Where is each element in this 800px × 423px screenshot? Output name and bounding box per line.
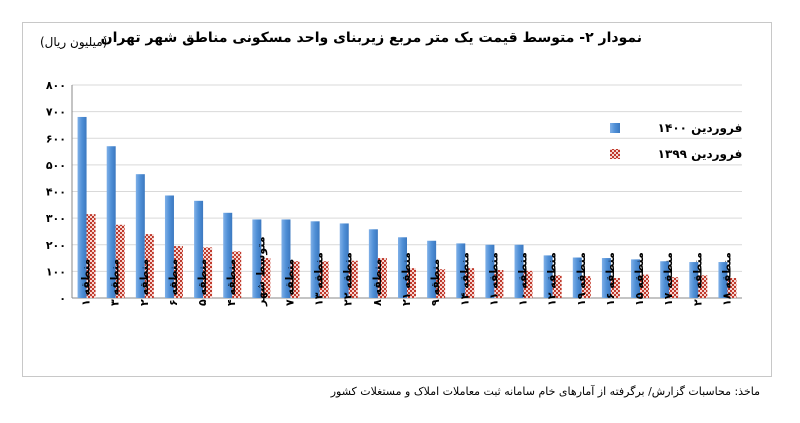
bar-series-1400 [660, 261, 670, 298]
y-tick-label: ۵۰۰ [46, 159, 66, 172]
y-tick-label: ۸۰۰ [46, 79, 66, 92]
bar-series-1399 [290, 261, 300, 298]
bar-series-1400 [543, 255, 553, 298]
x-tick-label: منطقه ۶ [167, 259, 180, 306]
bar-series-1399 [581, 276, 591, 298]
y-tick-label: ۰ [59, 292, 66, 305]
bar-series-1399 [115, 224, 125, 298]
bar-series-1400 [427, 240, 437, 298]
y-tick-label: ۶۰۰ [46, 132, 66, 145]
x-tick-label: منطقه ۱۸ [720, 252, 733, 306]
bar-series-1399 [523, 270, 533, 298]
x-tick-label: منطقه ۱۰ [517, 252, 530, 306]
x-tick-label: منطقه ۲۲ [342, 252, 355, 306]
y-tick-label: ۲۰۰ [46, 239, 66, 252]
x-tick-label: متوسط شهر [254, 236, 267, 307]
bar-series-1400 [485, 244, 495, 298]
x-tick-label: منطقه ۱ [80, 259, 93, 306]
bar-series-1400 [339, 223, 349, 298]
x-tick-label: منطقه ۸ [371, 259, 384, 306]
bar-series-1399 [319, 261, 329, 298]
bar-series-1400 [164, 195, 174, 298]
x-tick-label: منطقه ۱۷ [662, 252, 675, 306]
bar-series-1400 [601, 258, 611, 298]
x-tick-label: منطقه ۱۱ [487, 252, 500, 306]
x-tick-label: منطقه ۱۳ [313, 252, 326, 306]
bar-series-1400 [631, 259, 641, 298]
x-tick-label: منطقه ۲۰ [691, 252, 704, 306]
bar-series-1399 [727, 278, 737, 298]
legend-label-1400: فروردین ۱۴۰۰ [658, 121, 743, 136]
bar-series-1400 [194, 200, 204, 298]
chart-title: نمودار ۲- متوسط قیمت یک متر مربع زیربنای… [100, 30, 642, 46]
x-tick-label: منطقه ۱۲ [546, 252, 559, 306]
y-tick-label: ۱۰۰ [46, 265, 66, 278]
bar-series-1400 [252, 219, 262, 298]
bar-series-1399 [261, 258, 271, 298]
bar-series-1400 [135, 174, 145, 298]
legend-label-1399: فروردین ۱۳۹۹ [658, 147, 743, 162]
bar-series-1400 [514, 244, 524, 298]
bar-series-1399 [173, 246, 183, 298]
bar-series-1400 [223, 212, 233, 298]
bar-series-1400 [572, 257, 582, 298]
bar-series-1399 [669, 277, 679, 298]
chart-frame [22, 22, 772, 377]
bar-series-1400 [456, 243, 466, 298]
bar-series-1399 [407, 268, 416, 298]
x-tick-label: منطقه ۱۴ [458, 252, 471, 306]
bar-series-1400 [718, 262, 728, 298]
bar-series-1399 [610, 278, 620, 298]
bar-series-1399 [203, 247, 213, 298]
bar-series-1399 [465, 268, 475, 298]
x-tick-label: منطقه ۱۵ [633, 252, 646, 306]
x-tick-label: منطقه ۵ [196, 259, 209, 306]
bar-series-1399 [232, 251, 242, 298]
unit-label: (میلیون ریال) [40, 35, 108, 49]
bar-series-1399 [348, 260, 358, 298]
x-tick-label: منطقه ۱۶ [604, 252, 617, 306]
bar-series-1399 [86, 214, 96, 298]
bar-series-1399 [377, 258, 387, 298]
bar-series-1399 [144, 234, 154, 298]
bar-series-1400 [77, 116, 87, 298]
x-tick-label: منطقه ۴ [225, 259, 238, 306]
y-tick-label: ۳۰۰ [46, 212, 66, 225]
bar-series-1399 [494, 270, 504, 298]
x-tick-label: منطقه ۳ [109, 259, 122, 306]
bar-series-1400 [689, 262, 699, 298]
bar-series-1399 [552, 275, 562, 298]
y-tick-label: ۴۰۰ [46, 186, 66, 199]
bar-series-1400 [106, 146, 116, 298]
x-tick-label: منطقه ۷ [283, 259, 296, 306]
x-tick-label: منطقه ۱۹ [575, 252, 588, 306]
bar-series-1400 [310, 221, 320, 298]
y-tick-label: ۷۰۰ [46, 106, 66, 119]
source-note: ماخذ: محاسبات گزارش/ برگرفته از آمارهای … [330, 385, 760, 398]
bar-series-1399 [698, 275, 708, 298]
bar-series-1400 [398, 237, 407, 298]
x-tick-label: منطقه ۲ [138, 259, 151, 306]
bar-series-1399 [640, 274, 650, 298]
x-tick-label: منطقه ۲۱ [400, 252, 413, 306]
bar-series-1399 [436, 269, 446, 298]
bar-series-1400 [368, 229, 378, 298]
legend-swatch-1400 [610, 123, 620, 133]
bar-series-1400 [281, 219, 291, 298]
legend-swatch-1399 [610, 149, 620, 159]
x-tick-label: منطقه ۹ [429, 259, 442, 306]
